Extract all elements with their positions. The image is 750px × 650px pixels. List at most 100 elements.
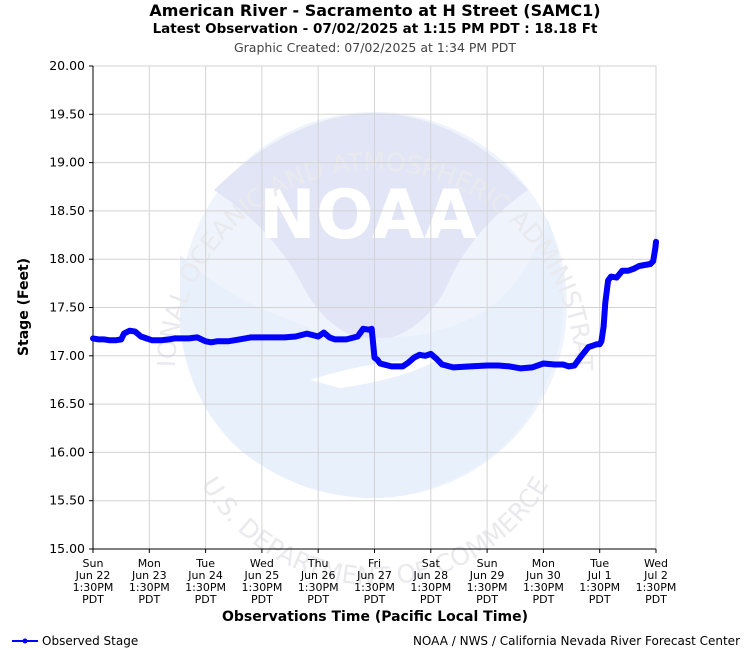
data-point xyxy=(304,331,310,337)
data-point xyxy=(625,268,631,274)
data-point xyxy=(630,266,637,272)
legend: Observed Stage xyxy=(12,634,138,648)
data-point xyxy=(650,258,656,264)
data-point xyxy=(127,328,133,334)
grid xyxy=(92,65,657,550)
data-point xyxy=(293,333,299,340)
x-tick-label: Mon Jun 30 1:30PM PDT xyxy=(523,557,564,606)
graphic-created: Graphic Created: 07/02/2025 at 1:34 PM P… xyxy=(233,40,516,55)
x-tick-label: Tue Jun 24 1:30PM PDT xyxy=(185,557,226,606)
data-point xyxy=(132,329,138,335)
y-tick-label: 15.50 xyxy=(49,493,85,508)
y-tick-label: 17.00 xyxy=(49,348,85,363)
y-tick-label: 15.00 xyxy=(49,541,85,556)
y-tick-label: 20.00 xyxy=(49,58,85,73)
series-observed-stage xyxy=(90,238,659,372)
data-point xyxy=(601,324,607,330)
data-point xyxy=(388,363,394,369)
data-point xyxy=(598,338,605,344)
data-point xyxy=(315,333,321,340)
data-point xyxy=(270,334,276,340)
data-point xyxy=(225,338,231,344)
data-point xyxy=(369,326,375,332)
data-point xyxy=(355,333,361,340)
data-point xyxy=(186,335,192,341)
data-point xyxy=(321,330,327,336)
y-tick-label: 16.00 xyxy=(49,444,85,459)
data-point xyxy=(236,336,242,342)
data-point xyxy=(326,334,333,340)
data-point xyxy=(636,263,642,269)
data-point xyxy=(433,356,439,362)
data-point xyxy=(540,360,547,367)
data-point xyxy=(259,334,265,340)
latest-observation: Latest Observation - 07/02/2025 at 1:15 … xyxy=(152,21,598,37)
x-tick-label: Tue Jul 1 1:30PM PDT xyxy=(579,557,620,606)
y-axis-label: Stage (Feet) xyxy=(16,258,32,356)
data-point xyxy=(577,355,583,361)
data-point xyxy=(158,337,164,343)
data-point xyxy=(566,363,572,369)
data-point xyxy=(614,275,620,281)
data-point xyxy=(585,344,592,350)
data-point xyxy=(208,339,214,345)
data-point xyxy=(571,362,578,369)
x-tick-label: Wed Jun 25 1:30PM PDT xyxy=(241,557,282,606)
data-point xyxy=(112,337,119,343)
data-point xyxy=(605,277,611,284)
data-point xyxy=(394,363,400,369)
data-point xyxy=(467,363,473,369)
x-tick-label: Wed Jul 2 1:30PM PDT xyxy=(636,557,677,606)
x-tick-label: Sun Jun 29 1:30PM PDT xyxy=(467,557,508,606)
data-point xyxy=(602,300,608,306)
data-point xyxy=(560,361,566,368)
data-point xyxy=(107,337,113,343)
legend-line-icon xyxy=(12,638,38,644)
data-point xyxy=(360,326,366,332)
data-point xyxy=(422,353,428,359)
y-tick-label: 19.50 xyxy=(49,106,85,121)
credit-text: NOAA / NWS / California Nevada River For… xyxy=(412,634,740,648)
y-tick-label: 18.50 xyxy=(49,203,85,218)
x-tick-label: Thu Jun 26 1:30PM PDT xyxy=(298,557,339,606)
y-tick-label: 17.50 xyxy=(49,300,85,315)
y-tick-label: 16.50 xyxy=(49,396,85,411)
x-tick-label: Sun Jun 22 1:30PM PDT xyxy=(73,557,114,606)
data-point xyxy=(484,362,490,369)
data-point xyxy=(332,336,338,342)
data-point xyxy=(90,335,96,341)
data-point xyxy=(653,239,659,245)
data-point xyxy=(194,334,200,340)
data-point xyxy=(652,245,659,251)
data-point xyxy=(495,362,501,369)
axes: 15.00 15.50 16.00 16.50 17.00 17.50 18.00 18.50… xyxy=(49,58,676,606)
data-point xyxy=(248,334,254,340)
data-point xyxy=(374,357,380,363)
data-point xyxy=(377,360,383,367)
data-point xyxy=(121,331,127,337)
data-point xyxy=(529,364,535,370)
y-tick-label: 18.00 xyxy=(49,251,85,266)
data-point xyxy=(428,351,434,357)
data-point xyxy=(101,336,107,342)
data-point xyxy=(143,335,150,341)
data-point xyxy=(405,360,411,366)
data-point xyxy=(138,333,144,340)
data-point xyxy=(619,268,625,274)
data-point xyxy=(450,364,456,370)
x-tick-label: Sat Jun 28 1:30PM PDT xyxy=(410,557,451,606)
data-point xyxy=(96,336,102,342)
data-point xyxy=(608,274,614,280)
data-point xyxy=(416,352,423,358)
data-point xyxy=(149,337,155,343)
data-point xyxy=(552,361,558,368)
data-point xyxy=(214,338,220,344)
data-point xyxy=(281,334,287,340)
data-point xyxy=(411,355,417,361)
data-point xyxy=(400,363,406,369)
data-point xyxy=(343,336,349,342)
data-point xyxy=(651,251,657,257)
x-axis-label: Observations Time (Pacific Local Time) xyxy=(222,609,528,625)
legend-label: Observed Stage xyxy=(42,634,139,648)
